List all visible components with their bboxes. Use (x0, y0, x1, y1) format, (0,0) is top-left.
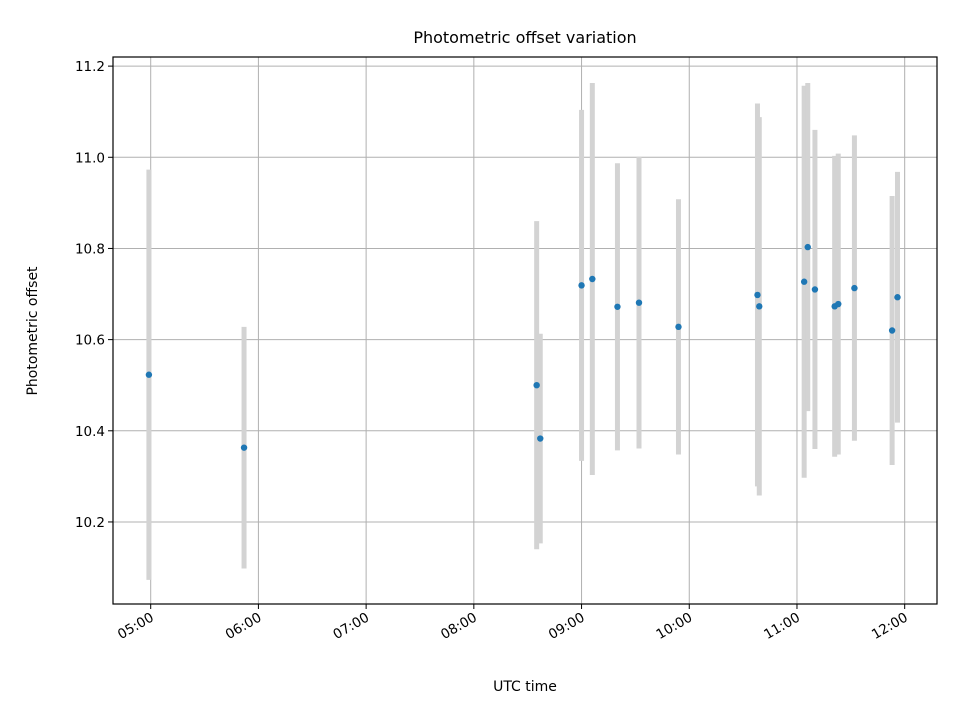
x-tick-label: 07:00 (330, 610, 372, 643)
data-point (756, 303, 763, 310)
data-point (635, 299, 643, 306)
data-point (533, 382, 540, 389)
x-tick-label: 12:00 (869, 610, 911, 643)
data-point (835, 300, 842, 308)
data-point (888, 327, 896, 334)
y-tick-label: 11.2 (75, 59, 105, 75)
y-tick-label: 11.0 (75, 150, 105, 166)
data-points (145, 243, 901, 451)
data-point (811, 286, 819, 293)
data-point (851, 284, 858, 292)
x-axis: 05:00 06:00 07:00 08:00 09:00 10:00 11:00 12:00 (115, 604, 911, 643)
data-point (145, 371, 153, 378)
data-point (537, 435, 544, 442)
y-tick-label: 10.2 (75, 515, 105, 531)
data-point (800, 278, 808, 285)
data-point (614, 303, 621, 310)
y-tick-label: 10.4 (75, 424, 105, 440)
x-tick-label: 10:00 (654, 610, 696, 643)
data-point (589, 275, 596, 283)
x-tick-label: 05:00 (115, 610, 157, 643)
y-axis: 10.2 10.4 10.6 10.8 11.0 11.2 (75, 59, 113, 531)
data-point (894, 294, 901, 301)
data-point (754, 291, 761, 299)
y-tick-label: 10.6 (75, 333, 105, 349)
y-tick-label: 10.8 (75, 241, 105, 257)
y-axis-label: Photometric offset (25, 266, 41, 396)
chart-title: Photometric offset variation (413, 28, 636, 47)
data-point (675, 323, 682, 331)
x-tick-label: 08:00 (438, 610, 480, 643)
data-point (240, 444, 248, 451)
x-tick-label: 06:00 (223, 610, 265, 643)
x-tick-label: 11:00 (761, 610, 803, 643)
data-point (578, 282, 585, 289)
plot-frame (112, 56, 938, 605)
x-axis-label: UTC time (493, 679, 557, 695)
x-tick-label: 09:00 (546, 610, 588, 643)
data-point (804, 243, 811, 251)
